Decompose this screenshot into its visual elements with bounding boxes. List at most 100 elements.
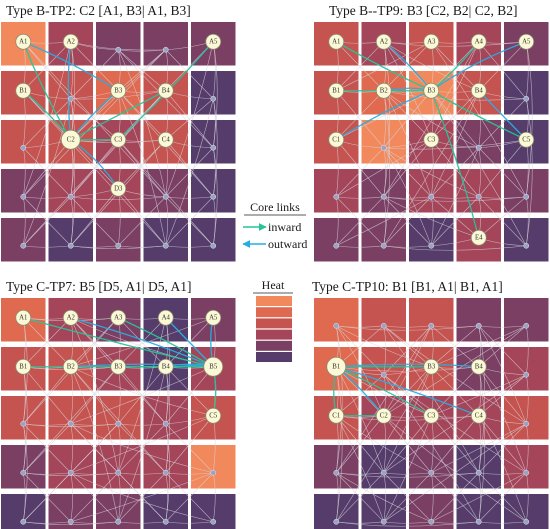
network-edge <box>335 196 339 246</box>
network-edge <box>118 49 214 148</box>
small-node <box>210 242 217 249</box>
node-c4 <box>470 407 487 424</box>
core-link <box>335 366 432 417</box>
network-edge <box>336 41 432 92</box>
network-edge <box>478 521 527 524</box>
small-node <box>162 193 169 200</box>
small-node <box>210 193 217 200</box>
core-link <box>430 90 480 238</box>
heat-cell <box>1 218 46 262</box>
network-edge <box>165 147 214 197</box>
node-label-a1: A1 <box>19 38 27 45</box>
small-node <box>380 144 387 151</box>
network-edge <box>165 98 214 246</box>
small-node <box>380 322 387 329</box>
small-node <box>428 518 435 525</box>
small-node <box>380 371 387 378</box>
small-node <box>523 95 530 102</box>
small-node <box>523 242 530 249</box>
node-label-b4: B4 <box>162 363 171 370</box>
network-edge <box>335 325 385 416</box>
network-edge <box>525 374 529 424</box>
network-edge <box>336 325 384 375</box>
heat-swatch <box>256 296 292 306</box>
small-node <box>20 193 27 200</box>
small-node <box>523 193 530 200</box>
small-node <box>333 469 340 476</box>
network-edge <box>23 423 71 473</box>
small-node <box>428 242 435 249</box>
heat-cell <box>456 298 501 342</box>
network-edge <box>383 90 391 246</box>
node-a2 <box>375 33 392 50</box>
network-edge <box>525 423 529 473</box>
outward-legend-label: outward <box>268 237 307 251</box>
network-edge <box>335 325 343 473</box>
nodes: B1 B3 B4 C1 C2 C3 C4 <box>326 322 530 525</box>
heat-legend: Heat <box>253 278 293 362</box>
node-a5 <box>205 33 222 50</box>
network-edge <box>70 366 214 417</box>
node-label-a4: A4 <box>475 38 484 45</box>
panel-bottom-left: A1 A2 A3 A4 A5 B1 B2 B3 B4 B5 C5 <box>1 298 236 529</box>
network-edge <box>383 325 432 375</box>
network-edge <box>478 415 527 522</box>
node-label-b1: B1 <box>19 87 27 94</box>
node-c4 <box>157 131 174 148</box>
panel-title-bottom-left: Type C-TP7: B5 [D5, A1| D5, A1] <box>6 279 192 294</box>
network-edge <box>22 472 26 522</box>
heat-cell <box>1 445 46 489</box>
node-c5 <box>518 131 535 148</box>
network-edge <box>383 196 479 239</box>
network-edge <box>431 196 479 199</box>
heat-cell <box>409 445 454 489</box>
node-label-a2: A2 <box>380 38 389 45</box>
network-edge <box>117 317 167 473</box>
network-edge <box>335 472 339 522</box>
network-edge <box>70 521 119 524</box>
node-label-c2: C2 <box>380 412 389 419</box>
node-label-c2: C2 <box>67 136 76 143</box>
small-node <box>115 420 122 427</box>
heat-cell <box>96 445 141 489</box>
node-a5 <box>205 309 222 326</box>
heat-cell <box>1 169 46 213</box>
network-edge <box>525 196 529 246</box>
network-edge <box>431 472 479 522</box>
small-node <box>475 469 482 476</box>
node-a4 <box>470 33 487 50</box>
network-edge <box>478 196 527 246</box>
network-edge <box>70 196 74 246</box>
inward-legend-label: inward <box>268 220 301 234</box>
heat-cell <box>314 218 359 262</box>
nodes: A1 A2 A5 B1 B3 B4 C2 C3 C4 D3 <box>15 33 222 249</box>
heat-cell <box>314 298 359 342</box>
network-edge <box>478 147 482 197</box>
network-edge <box>70 317 119 473</box>
node-label-a5: A5 <box>522 38 531 45</box>
network-edge <box>430 41 480 140</box>
network-edge <box>383 325 432 416</box>
network-edge <box>70 423 214 474</box>
small-node <box>20 469 27 476</box>
network-edge <box>336 415 432 474</box>
node-c5 <box>205 407 222 424</box>
network-edge <box>23 49 166 197</box>
small-node <box>380 242 387 249</box>
network-edge <box>70 366 214 425</box>
network-edge <box>118 49 166 52</box>
node-b4 <box>157 358 174 375</box>
network-edge <box>336 139 432 198</box>
network-edge <box>118 196 166 246</box>
network-edge <box>383 90 527 101</box>
core-links-legend: Core links inward outward <box>242 200 307 251</box>
node-label-a3: A3 <box>427 38 436 45</box>
network-edge <box>118 472 166 475</box>
network-edge <box>383 374 527 473</box>
heat-cell <box>361 120 406 164</box>
network-edge <box>383 521 432 524</box>
network-edge <box>431 325 479 328</box>
node-label-b4: B4 <box>475 363 484 370</box>
node-label-c3: C3 <box>427 412 436 419</box>
network-edge <box>383 196 387 246</box>
